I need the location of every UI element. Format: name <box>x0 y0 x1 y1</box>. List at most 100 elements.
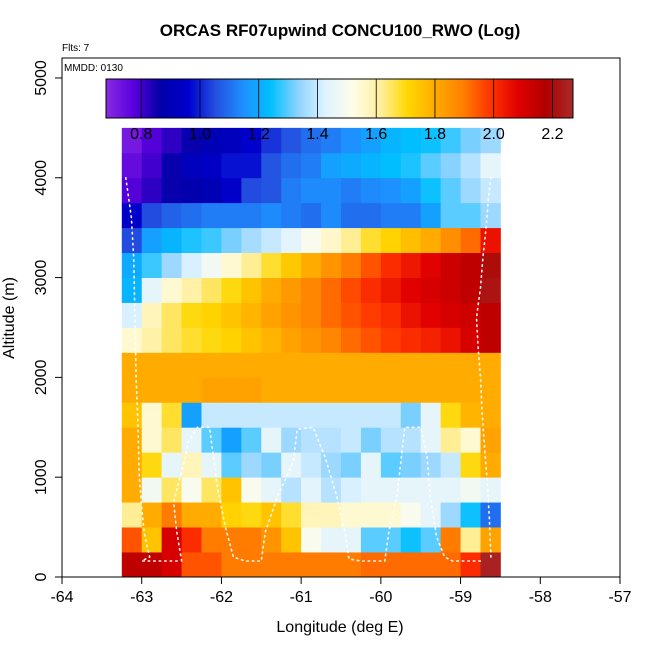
heatmap-cell <box>480 427 501 453</box>
heatmap-cell <box>221 452 242 478</box>
colorbar: 0.8 1.0 1.2 1.4 1.6 1.8 2.0 2.2 <box>105 78 574 143</box>
heatmap-cell <box>281 277 302 303</box>
heatmap-cell <box>181 377 202 403</box>
heatmap-cell <box>321 502 342 528</box>
heatmap-cell <box>261 277 282 303</box>
heatmap-cell <box>380 152 402 179</box>
heatmap-cell <box>261 552 282 578</box>
heatmap-cell <box>341 127 362 154</box>
heatmap-cell <box>181 477 202 503</box>
heatmap-cell <box>141 352 163 378</box>
heatmap-cell <box>360 127 382 154</box>
heatmap-cell <box>161 377 182 403</box>
heatmap-cell <box>121 477 143 503</box>
heatmap-cell <box>221 177 242 204</box>
colorbar-tick-label: 1.4 <box>306 126 328 143</box>
flights-annotation: Flts: 7 <box>62 43 90 54</box>
heatmap-cell <box>241 127 262 154</box>
heatmap-cell <box>241 277 262 303</box>
heatmap-cell <box>221 477 242 503</box>
heatmap-cell <box>221 302 242 328</box>
heatmap-cell <box>460 502 481 528</box>
heatmap-cell <box>181 452 202 478</box>
heatmap-cell <box>360 352 382 378</box>
heatmap-cell <box>480 202 501 229</box>
heatmap-cell <box>321 527 342 553</box>
heatmap-cell <box>400 502 422 528</box>
heatmap-cell <box>241 352 262 378</box>
heatmap-cell <box>460 352 481 378</box>
heatmap-cell <box>281 252 302 278</box>
heatmap-cell <box>321 552 342 578</box>
heatmap-cell <box>241 402 262 428</box>
heatmap-cell <box>261 402 282 428</box>
heatmap-cell <box>400 527 422 553</box>
heatmap-cell <box>400 477 422 503</box>
heatmap-cell <box>121 227 143 254</box>
heatmap-cell <box>141 202 163 229</box>
heatmap-cell <box>480 377 501 403</box>
heatmap-cell <box>261 202 282 229</box>
heatmap-cells <box>121 127 501 578</box>
heatmap-cell <box>301 277 322 303</box>
heatmap-cell <box>460 527 481 553</box>
heatmap-cell <box>360 377 382 403</box>
heatmap-cell <box>241 427 262 453</box>
heatmap-cell <box>141 377 163 403</box>
heatmap-cell <box>201 177 222 204</box>
x-tick-label: -60 <box>369 589 392 606</box>
heatmap-cell <box>360 402 382 428</box>
heatmap-cell <box>161 452 182 478</box>
heatmap-cell <box>121 452 143 478</box>
heatmap-cell <box>221 152 242 179</box>
heatmap-cell <box>121 252 143 278</box>
heatmap-cell <box>380 277 402 303</box>
heatmap-cell <box>201 427 222 453</box>
heatmap-cell <box>281 477 302 503</box>
heatmap-cell <box>161 127 182 154</box>
heatmap-cell <box>261 327 282 353</box>
heatmap-cell <box>420 452 442 478</box>
heatmap-cell <box>181 152 202 179</box>
heatmap-cell <box>420 202 442 229</box>
heatmap-cell <box>141 477 163 503</box>
heatmap-cell <box>440 502 461 528</box>
heatmap-cell <box>480 127 501 154</box>
heatmap-cell <box>161 202 182 229</box>
colorbar-tick-label: 2.0 <box>483 126 505 143</box>
heatmap-cell <box>321 377 342 403</box>
heatmap-cell <box>420 302 442 328</box>
heatmap-cell <box>261 527 282 553</box>
heatmap-cell <box>440 177 461 204</box>
x-tick-label: -63 <box>130 589 153 606</box>
heatmap-cell <box>321 252 342 278</box>
heatmap-cell <box>341 527 362 553</box>
heatmap-cell <box>181 302 202 328</box>
heatmap-cell <box>121 502 143 528</box>
heatmap-cell <box>261 127 282 154</box>
heatmap-cell <box>181 327 202 353</box>
heatmap-cell <box>241 377 262 403</box>
heatmap-cell <box>440 527 461 553</box>
heatmap-cell <box>341 252 362 278</box>
heatmap-cell <box>281 427 302 453</box>
heatmap-cell <box>440 352 461 378</box>
heatmap-cell <box>460 252 481 278</box>
colorbar-tick-label: 2.2 <box>541 126 563 143</box>
heatmap-cell <box>460 427 481 453</box>
heatmap-cell <box>480 452 501 478</box>
heatmap-cell <box>301 177 322 204</box>
y-axis: 0 1000 2000 3000 4000 5000 <box>33 60 62 581</box>
heatmap-cell <box>400 427 422 453</box>
y-tick-label: 5000 <box>33 60 50 96</box>
heatmap-cell <box>181 402 202 428</box>
heatmap-cell <box>380 327 402 353</box>
heatmap-cell <box>221 352 242 378</box>
heatmap-cell <box>380 227 402 254</box>
heatmap-cell <box>321 127 342 154</box>
heatmap-cell <box>301 202 322 229</box>
heatmap-cell <box>261 177 282 204</box>
heatmap-cell <box>161 552 182 578</box>
colorbar-tick-label: 1.6 <box>365 126 387 143</box>
heatmap-cell <box>321 452 342 478</box>
